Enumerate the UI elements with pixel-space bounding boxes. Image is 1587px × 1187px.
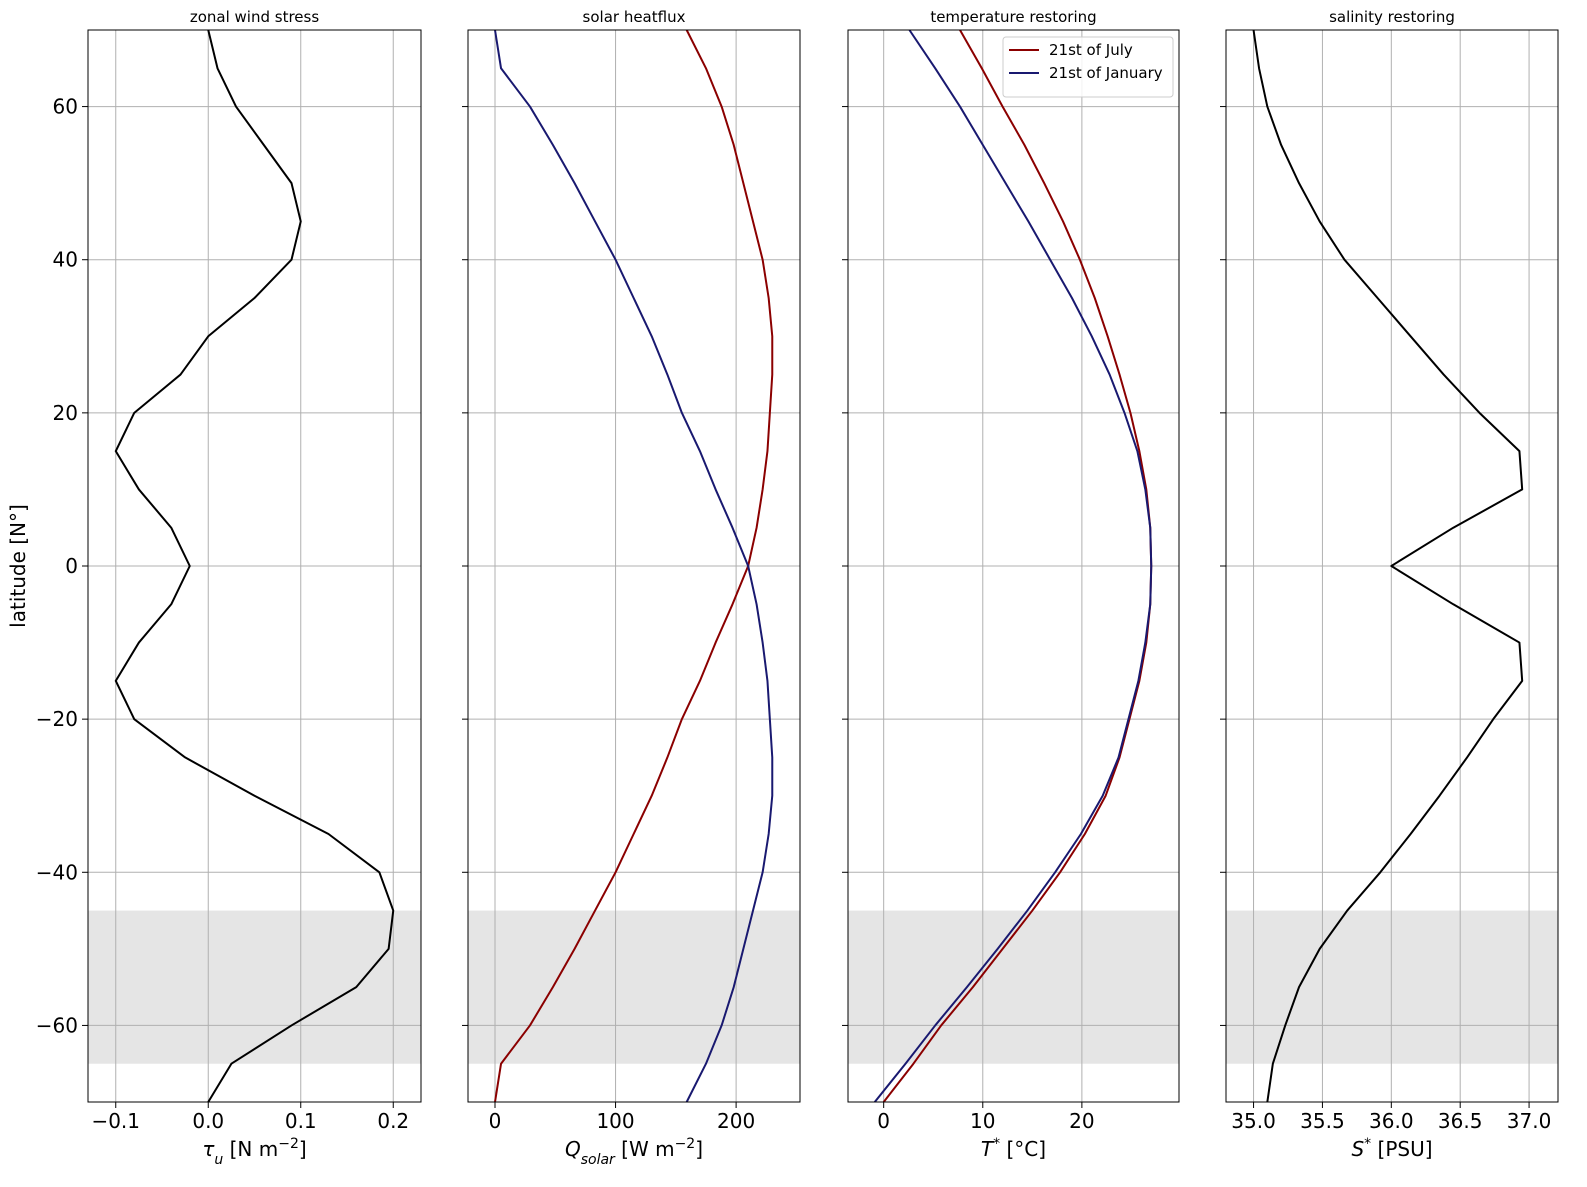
axes-frame (87, 29, 422, 1103)
x-axis-label-part: [°C] (1000, 1137, 1046, 1161)
x-axis-label-part: u (214, 1152, 223, 1168)
x-axis-label-part: τ (202, 1137, 215, 1161)
x-tick-label: 0 (877, 1109, 890, 1133)
legend: 21st of July 21st of January (1002, 36, 1174, 98)
subplot: 0 100 200 solar heatflux Qsolar [W m−2] (462, 8, 801, 1168)
y-tick-label: −20 (36, 707, 78, 731)
x-tick-label: 0.2 (377, 1109, 409, 1133)
x-axis-label-part: T (981, 1137, 995, 1161)
x-axis-label-part: Q (565, 1137, 581, 1161)
x-tick-label: 20 (1069, 1109, 1094, 1133)
subplot-title: salinity restoring (1329, 8, 1455, 26)
x-axis-label: Qsolar [W m−2] (565, 1136, 703, 1168)
x-tick-label: 10 (970, 1109, 995, 1133)
subplot-title: temperature restoring (930, 8, 1096, 26)
y-tick-label: 60 (53, 95, 78, 119)
y-tick-label: 0 (65, 554, 78, 578)
x-tick-label: 35.5 (1300, 1109, 1345, 1133)
y-tick-label: −40 (36, 860, 78, 884)
subplot: −0.1 0.0 0.1 0.2 −60 −40 −20 0 20 40 60 zonal wind … (6, 8, 422, 1168)
x-axis-label-part: −2 (675, 1136, 696, 1152)
x-axis-label-part: [PSU] (1371, 1137, 1432, 1161)
y-tick-label: −60 (36, 1013, 78, 1037)
x-axis-label-part: −2 (278, 1136, 299, 1152)
subplot: 35.0 35.5 36.0 36.5 37.0 salinity restoring S*… (1220, 8, 1559, 1161)
x-tick-label: 37.0 (1507, 1109, 1552, 1133)
subplot-title: solar heatflux (583, 8, 686, 26)
x-axis-label-part: * (993, 1136, 1000, 1152)
x-axis-label-part: [N m (223, 1137, 278, 1161)
x-tick-label: 200 (717, 1109, 755, 1133)
x-axis-label-part: ] (299, 1137, 307, 1161)
y-tick-label: 20 (53, 401, 78, 425)
x-axis-label-part: [W m (615, 1137, 675, 1161)
y-tick-label: 40 (53, 248, 78, 272)
legend-box (1002, 36, 1174, 98)
x-tick-label: 0 (489, 1109, 502, 1133)
x-axis-label: τu [N m−2] (202, 1136, 306, 1168)
x-tick-label: 100 (596, 1109, 634, 1133)
axes-frame (847, 29, 1180, 1103)
series-line (114, 29, 395, 1103)
x-axis-label: S* [PSU] (1351, 1136, 1432, 1161)
subplot: 0 10 20 temperature restoring T* [°C] 21st of… (842, 8, 1180, 1161)
x-axis-label-part: ] (695, 1137, 703, 1161)
subplot-title: zonal wind stress (190, 8, 319, 26)
series-line (873, 29, 1153, 1103)
x-tick-label: −0.1 (91, 1109, 140, 1133)
x-axis-label-part: * (1364, 1136, 1371, 1152)
x-tick-label: 0.0 (192, 1109, 224, 1133)
x-tick-label: 36.5 (1438, 1109, 1483, 1133)
shaded-region (88, 910, 421, 1064)
shaded-region (468, 910, 800, 1064)
x-axis-label-part: solar (581, 1152, 616, 1168)
axes-frame (467, 29, 801, 1103)
x-axis-label: T* [°C] (981, 1136, 1046, 1161)
series-line (494, 29, 774, 1103)
series-line (1252, 29, 1524, 1103)
axes-frame (1225, 29, 1559, 1103)
x-axis-label-part: S (1351, 1137, 1364, 1161)
legend-label: 21st of January (1049, 64, 1163, 82)
x-tick-label: 0.1 (285, 1109, 317, 1133)
x-tick-label: 35.0 (1231, 1109, 1276, 1133)
legend-label: 21st of July (1049, 41, 1133, 59)
x-tick-label: 36.0 (1369, 1109, 1414, 1133)
shaded-region (1226, 910, 1558, 1064)
y-axis-label: latitude [N°] (6, 504, 30, 628)
